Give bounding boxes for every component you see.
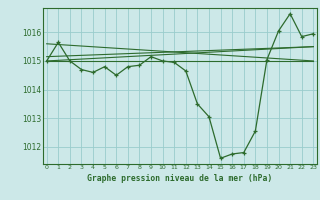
X-axis label: Graphe pression niveau de la mer (hPa): Graphe pression niveau de la mer (hPa) [87, 174, 273, 183]
